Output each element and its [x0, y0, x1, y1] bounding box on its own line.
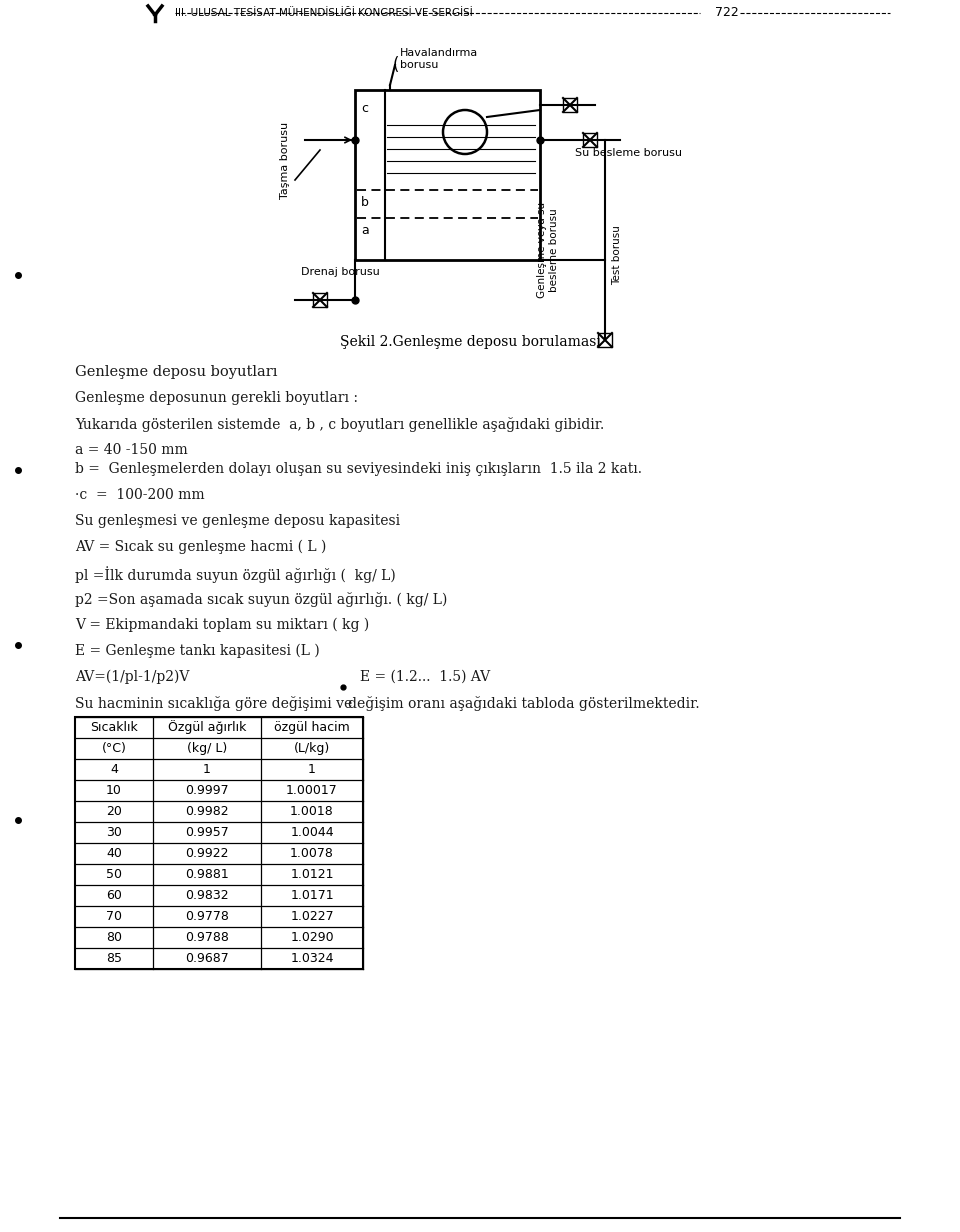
Text: 1.0121: 1.0121	[290, 869, 334, 881]
Text: c: c	[362, 101, 369, 115]
Text: Şekil 2.Genleşme deposu borulaması: Şekil 2.Genleşme deposu borulaması	[340, 335, 601, 349]
Text: E = Genleşme tankı kapasitesi (L ): E = Genleşme tankı kapasitesi (L )	[75, 644, 320, 658]
Text: Su besleme borusu: Su besleme borusu	[575, 148, 682, 158]
Text: b =  Genleşmelerden dolayı oluşan su seviyesindeki iniş çıkışların  1.5 ila 2 ka: b = Genleşmelerden dolayı oluşan su sevi…	[75, 462, 642, 476]
Text: (L/kg): (L/kg)	[294, 742, 330, 755]
Text: 1.00017: 1.00017	[286, 784, 338, 797]
Text: AV=(1/pl-1/p2)V: AV=(1/pl-1/p2)V	[75, 670, 189, 685]
Bar	[563, 99, 577, 112]
Text: 0.9778: 0.9778	[185, 910, 228, 923]
Text: a = 40 -150 mm: a = 40 -150 mm	[75, 444, 188, 457]
Text: 0.9957: 0.9957	[185, 825, 228, 839]
Text: 85: 85	[106, 952, 122, 965]
Text: 0.9788: 0.9788	[185, 931, 228, 944]
Text: 60: 60	[106, 890, 122, 902]
Text: Drenaj borusu: Drenaj borusu	[301, 267, 380, 277]
Text: Taşma borusu: Taşma borusu	[280, 122, 290, 198]
Text: 70: 70	[106, 910, 122, 923]
Text: p2 =Son aşamada sıcak suyun özgül ağırlığı. ( kg/ L): p2 =Son aşamada sıcak suyun özgül ağırlı…	[75, 593, 447, 607]
Text: Test borusu: Test borusu	[612, 225, 622, 285]
Text: 4: 4	[110, 763, 118, 776]
Text: 0.9922: 0.9922	[185, 848, 228, 860]
Bar	[75, 717, 363, 970]
Text: a: a	[361, 223, 369, 237]
Text: 20: 20	[106, 804, 122, 818]
Text: 0.9832: 0.9832	[185, 890, 228, 902]
Text: pl =İlk durumda suyun özgül ağırlığı (  kg/ L): pl =İlk durumda suyun özgül ağırlığı ( k…	[75, 565, 396, 583]
Text: 0.9881: 0.9881	[185, 869, 228, 881]
Text: 1: 1	[308, 763, 316, 776]
Text: V = Ekipmandaki toplam su miktarı ( kg ): V = Ekipmandaki toplam su miktarı ( kg )	[75, 618, 370, 632]
Text: Genleşme veya su
besleme borusu: Genleşme veya su besleme borusu	[538, 202, 559, 298]
Bar	[313, 293, 327, 307]
Bar	[355, 90, 540, 260]
Bar	[598, 333, 612, 347]
Text: Yukarıda gösterilen sistemde  a, b , c boyutları genellikle aşağıdaki gibidir.: Yukarıda gösterilen sistemde a, b , c bo…	[75, 416, 604, 432]
Text: 0.9997: 0.9997	[185, 784, 228, 797]
Text: Sıcaklık: Sıcaklık	[90, 721, 138, 734]
Text: Su hacminin sıcaklığa göre değişimi ve: Su hacminin sıcaklığa göre değişimi ve	[75, 696, 352, 711]
Text: III. ULUSAL TESİSAT MÜHENDİSLİĞİ KONGRESİ VE SERGİSİ: III. ULUSAL TESİSAT MÜHENDİSLİĞİ KONGRES…	[175, 7, 472, 18]
Text: 0.9687: 0.9687	[185, 952, 228, 965]
Text: 1.0078: 1.0078	[290, 848, 334, 860]
Text: AV = Sıcak su genleşme hacmi ( L ): AV = Sıcak su genleşme hacmi ( L )	[75, 540, 326, 554]
Text: b: b	[361, 196, 369, 208]
Text: 50: 50	[106, 869, 122, 881]
Text: (: (	[393, 55, 399, 74]
Text: (°C): (°C)	[102, 742, 127, 755]
Text: ·c  =  100-200 mm: ·c = 100-200 mm	[75, 488, 204, 501]
Text: 10: 10	[106, 784, 122, 797]
Text: 1.0324: 1.0324	[290, 952, 334, 965]
Text: özgül hacim: özgül hacim	[275, 721, 349, 734]
Text: 1.0171: 1.0171	[290, 890, 334, 902]
Text: değişim oranı aşağıdaki tabloda gösterilmektedir.: değişim oranı aşağıdaki tabloda gösteril…	[348, 696, 700, 711]
Text: 722: 722	[715, 6, 739, 20]
Text: 1: 1	[204, 763, 211, 776]
Text: Özgül ağırlık: Özgül ağırlık	[168, 721, 246, 734]
Text: 30: 30	[106, 825, 122, 839]
Text: Su genleşmesi ve genleşme deposu kapasitesi: Su genleşmesi ve genleşme deposu kapasit…	[75, 514, 400, 529]
Text: Genleşme deposu boyutları: Genleşme deposu boyutları	[75, 365, 277, 379]
Text: 1.0044: 1.0044	[290, 825, 334, 839]
Bar	[583, 133, 597, 147]
Text: E = (1.2...  1.5) AV: E = (1.2... 1.5) AV	[360, 670, 491, 684]
Text: 1.0018: 1.0018	[290, 804, 334, 818]
Text: 0.9982: 0.9982	[185, 804, 228, 818]
Text: 40: 40	[106, 848, 122, 860]
Text: Havalandırma
borusu: Havalandırma borusu	[400, 48, 478, 69]
Text: 1.0290: 1.0290	[290, 931, 334, 944]
Text: (kg/ L): (kg/ L)	[187, 742, 228, 755]
Text: 1.0227: 1.0227	[290, 910, 334, 923]
Text: 80: 80	[106, 931, 122, 944]
Text: Genleşme deposunun gerekli boyutları :: Genleşme deposunun gerekli boyutları :	[75, 391, 358, 405]
